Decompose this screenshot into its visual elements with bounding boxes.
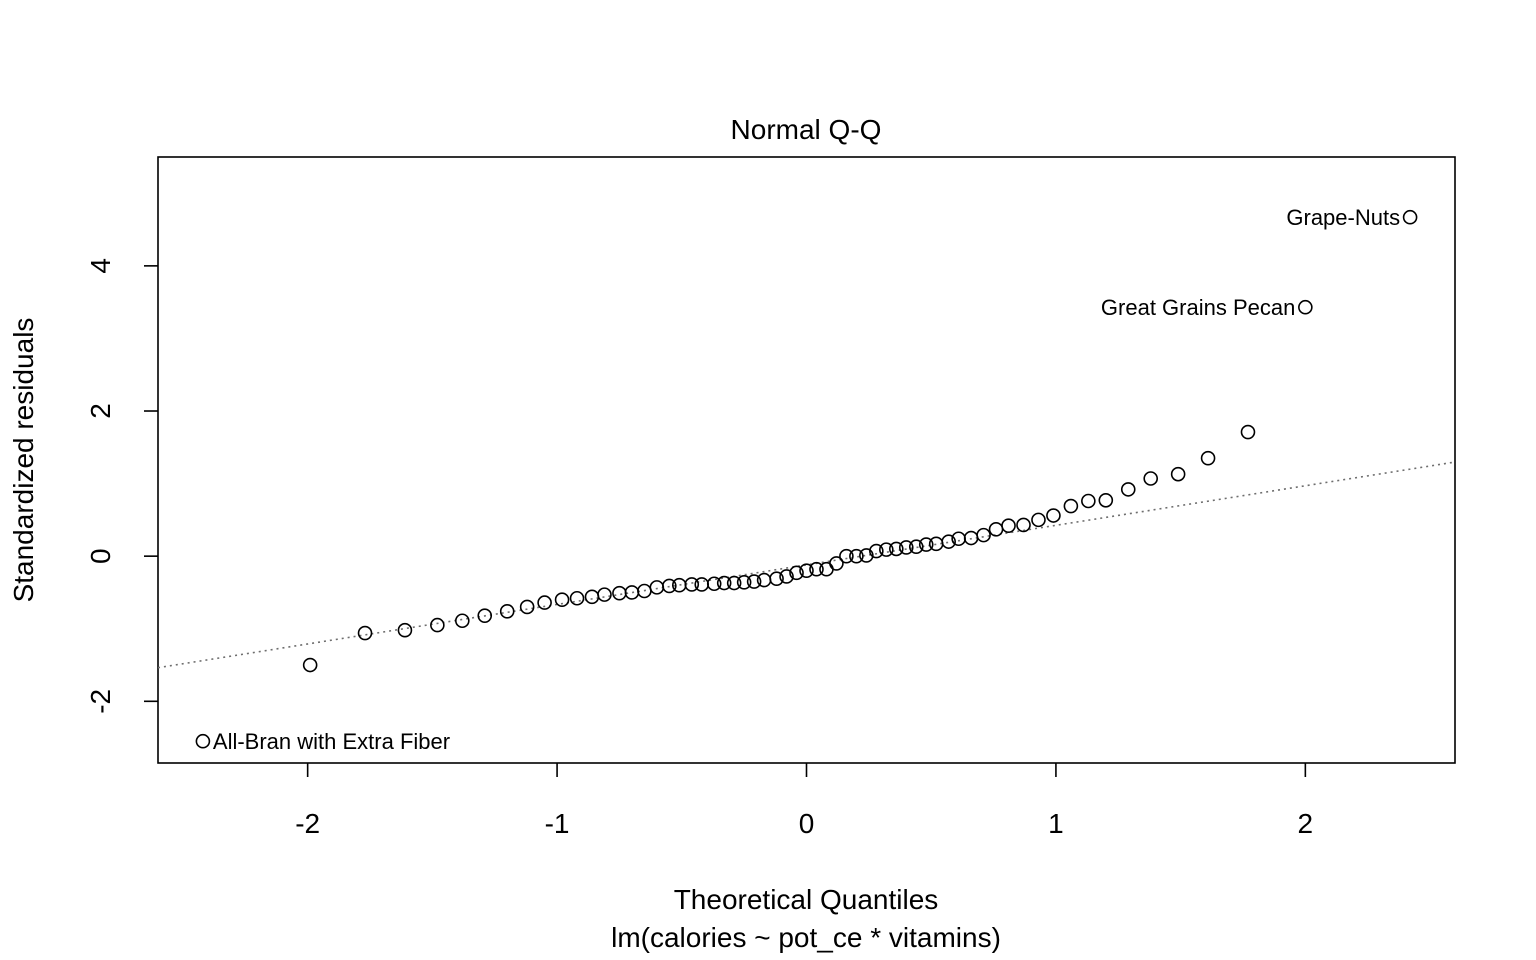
residual-point bbox=[859, 548, 874, 563]
residual-point bbox=[941, 534, 956, 549]
residual-point bbox=[694, 577, 710, 592]
residual-point bbox=[898, 540, 914, 555]
residual-point bbox=[302, 657, 318, 673]
x-tick-label: 0 bbox=[799, 808, 815, 839]
points-layer bbox=[195, 209, 1418, 749]
residual-point bbox=[879, 542, 894, 557]
residual-point bbox=[908, 539, 924, 555]
y-tick-label: 2 bbox=[85, 403, 116, 419]
residual-point bbox=[1240, 424, 1256, 440]
residual-point bbox=[1063, 498, 1079, 514]
residual-point bbox=[477, 608, 493, 623]
residual-point bbox=[736, 574, 752, 590]
residual-point bbox=[1046, 508, 1061, 523]
y-axis-label: Standardized residuals bbox=[8, 318, 39, 603]
residual-point bbox=[649, 580, 665, 595]
point-annotation: Grape-Nuts bbox=[1286, 205, 1400, 230]
residual-point bbox=[706, 576, 722, 592]
residual-point bbox=[1143, 471, 1159, 486]
residual-point bbox=[397, 622, 413, 638]
residual-point bbox=[1170, 466, 1186, 482]
x-tick-label: 1 bbox=[1048, 808, 1064, 839]
residual-point bbox=[454, 613, 470, 629]
residual-point bbox=[519, 599, 535, 615]
residual-point bbox=[1001, 518, 1016, 533]
x-tick-label: -1 bbox=[545, 808, 570, 839]
residual-point bbox=[869, 543, 884, 559]
residual-point bbox=[1081, 493, 1096, 509]
residual-point bbox=[357, 625, 373, 641]
residual-point bbox=[624, 585, 640, 600]
residual-point bbox=[716, 575, 732, 591]
residual-point bbox=[769, 571, 784, 586]
residual-point bbox=[976, 527, 991, 543]
residual-point bbox=[918, 537, 934, 552]
chart-subtitle: lm(calories ~ pot_ce * vitamins) bbox=[611, 922, 1001, 953]
residual-point bbox=[430, 617, 445, 633]
residual-point bbox=[799, 563, 814, 578]
residual-point bbox=[1120, 482, 1136, 497]
residual-point bbox=[849, 548, 864, 564]
residual-point bbox=[1200, 450, 1216, 466]
residual-point bbox=[499, 604, 515, 619]
residual-point bbox=[612, 585, 627, 601]
residual-point bbox=[195, 733, 211, 749]
y-tick-label: 4 bbox=[85, 258, 116, 274]
x-axis: -2 -1 0 1 2 bbox=[295, 763, 1313, 839]
residual-point bbox=[726, 575, 742, 591]
residual-point bbox=[809, 561, 824, 577]
residual-point bbox=[662, 578, 677, 594]
y-tick-label: 0 bbox=[85, 548, 116, 564]
residual-point bbox=[839, 548, 854, 564]
residual-point bbox=[584, 589, 600, 605]
residual-point bbox=[1016, 517, 1031, 533]
residual-point bbox=[1402, 209, 1418, 225]
residual-point bbox=[789, 565, 804, 581]
residual-point bbox=[779, 569, 794, 584]
residual-point bbox=[829, 556, 844, 571]
plot-frame bbox=[157, 156, 1456, 764]
residual-point bbox=[746, 574, 762, 589]
point-annotation: Great Grains Pecan bbox=[1101, 295, 1295, 320]
point-annotation: All-Bran with Extra Fiber bbox=[213, 729, 450, 754]
residual-point bbox=[988, 522, 1004, 537]
residual-point bbox=[1098, 492, 1114, 508]
residual-point bbox=[756, 572, 772, 588]
x-tick-label: 2 bbox=[1298, 808, 1314, 839]
residual-point bbox=[569, 590, 585, 606]
residual-point bbox=[597, 587, 612, 602]
annotations-layer: All-Bran with Extra Fiber Great Grains Pe… bbox=[213, 205, 1400, 754]
residual-point bbox=[554, 592, 570, 608]
y-axis: -2 0 2 4 bbox=[85, 258, 158, 714]
residual-point bbox=[1031, 512, 1046, 528]
residual-point bbox=[888, 541, 904, 557]
residual-point bbox=[819, 561, 834, 577]
y-tick-label: -2 bbox=[85, 689, 116, 714]
residual-point bbox=[684, 577, 700, 592]
residual-point bbox=[1298, 299, 1313, 315]
x-tick-label: -2 bbox=[295, 808, 320, 839]
residual-point bbox=[537, 595, 552, 610]
x-axis-label: Theoretical Quantiles bbox=[674, 884, 939, 915]
chart-title: Normal Q-Q bbox=[731, 114, 882, 145]
